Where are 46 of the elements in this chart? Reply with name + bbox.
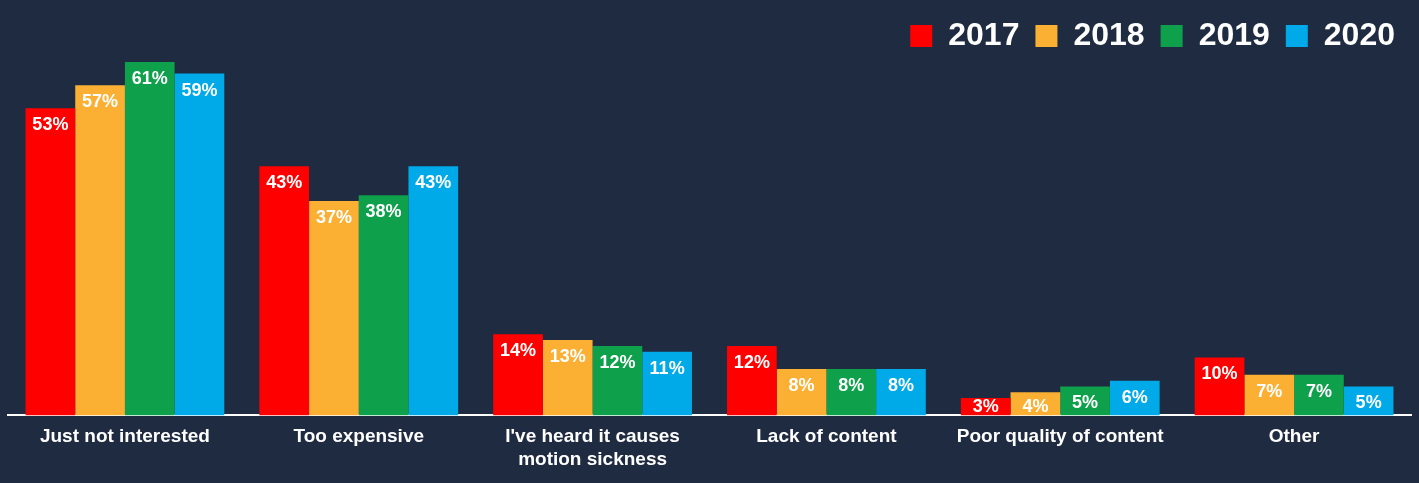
data-label: 10%: [1201, 363, 1238, 384]
x-tick-label: Poor quality of content: [956, 425, 1165, 447]
data-label: 8%: [887, 375, 914, 396]
bar: [174, 73, 225, 416]
data-label: 7%: [1256, 380, 1283, 401]
legend-label: 2019: [1198, 15, 1270, 52]
x-tick-label: Just not interested: [39, 425, 210, 447]
bar: [542, 340, 593, 416]
data-label: 5%: [1355, 392, 1382, 413]
data-label: 5%: [1072, 392, 1099, 413]
data-label: 38%: [365, 201, 402, 222]
data-label: 11%: [649, 357, 685, 378]
bar: [259, 166, 310, 416]
data-label: 6%: [1121, 386, 1148, 407]
data-label: 57%: [82, 91, 119, 112]
bar: [75, 85, 125, 416]
data-label: 59%: [181, 79, 218, 100]
data-label: 43%: [415, 172, 452, 193]
bar: [25, 108, 76, 416]
data-label: 8%: [788, 375, 815, 396]
data-label: 53%: [32, 114, 69, 135]
data-label: 12%: [733, 351, 770, 372]
x-tick-label: Lack of content: [756, 425, 898, 447]
legend-label: 2018: [1073, 15, 1145, 52]
bar: [642, 351, 692, 416]
data-label: 61%: [131, 67, 168, 88]
x-tick-label: I've heard it causes motion sickness: [505, 425, 680, 469]
bar: [727, 345, 777, 416]
data-label: 7%: [1305, 380, 1332, 401]
data-label: 13%: [549, 346, 586, 367]
x-tick-label: Other: [1268, 425, 1321, 447]
data-label: 14%: [500, 340, 537, 361]
legend-label: 2020: [1323, 15, 1395, 52]
data-label: 3%: [972, 396, 999, 417]
legend-label: 2017: [948, 15, 1020, 52]
data-label: 12%: [599, 351, 636, 372]
bar: [124, 62, 175, 416]
data-label: 43%: [266, 172, 303, 193]
bar: [309, 201, 359, 416]
bar: [408, 166, 459, 416]
bar: [493, 334, 543, 416]
data-label: 37%: [315, 207, 352, 228]
bar: [358, 195, 409, 416]
x-tick-label: Too expensive: [293, 425, 425, 447]
data-label: 8%: [838, 375, 865, 396]
data-label: 4%: [1022, 396, 1049, 417]
